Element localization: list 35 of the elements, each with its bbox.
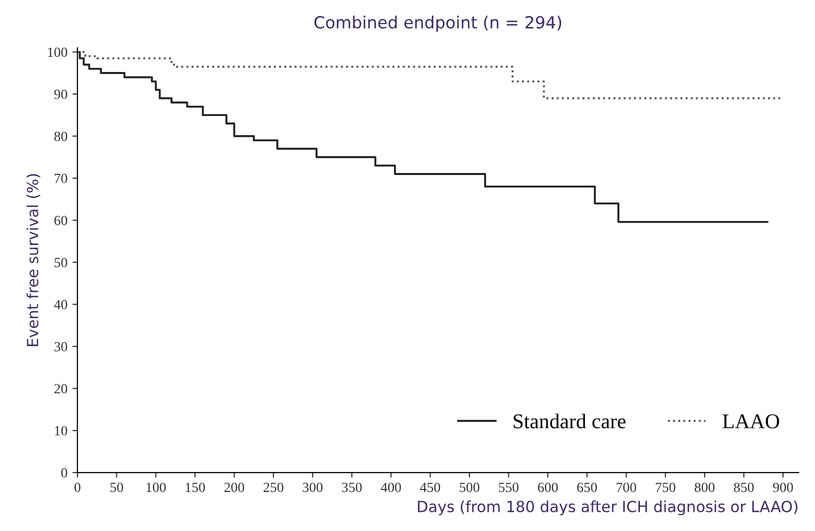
y-tick-label: 40 bbox=[54, 300, 68, 310]
x-axis-title: Days (from 180 days after ICH diagnosis or LAAO) bbox=[418, 500, 798, 516]
legend-label: LAAO bbox=[722, 414, 780, 428]
y-tick-label: 50 bbox=[54, 258, 68, 268]
legend-label: Standard care bbox=[514, 414, 626, 428]
x-tick-label: 550 bbox=[499, 482, 519, 492]
y-tick-label: 20 bbox=[54, 384, 68, 394]
x-tick-label: 350 bbox=[342, 482, 362, 492]
y-tick-label: 0 bbox=[61, 468, 68, 478]
y-tick-label: 70 bbox=[54, 174, 68, 184]
x-tick-label: 150 bbox=[186, 482, 205, 492]
y-tick-label: 90 bbox=[54, 90, 68, 100]
x-tick-label: 300 bbox=[302, 482, 323, 492]
x-tick-label: 450 bbox=[420, 482, 440, 492]
x-tick-label: 750 bbox=[656, 482, 676, 492]
y-tick-label: 100 bbox=[48, 48, 68, 57]
x-tick-label: 400 bbox=[380, 482, 401, 492]
x-tick-label: 250 bbox=[264, 482, 284, 492]
x-tick-label: 700 bbox=[616, 482, 636, 492]
x-tick-label: 200 bbox=[224, 482, 244, 492]
y-tick-label: 30 bbox=[54, 342, 68, 352]
chart-title: Combined endpoint (n = 294) bbox=[314, 16, 562, 32]
x-tick-label: 500 bbox=[460, 482, 480, 492]
x-tick-label: 650 bbox=[577, 482, 597, 492]
y-tick-label: 80 bbox=[54, 132, 68, 142]
x-tick-label: 900 bbox=[773, 482, 793, 492]
x-tick-label: 100 bbox=[146, 482, 166, 492]
x-tick-label: 850 bbox=[734, 482, 754, 492]
y-axis-title: Event free survival (%) bbox=[26, 174, 40, 346]
x-tick-label: 800 bbox=[694, 482, 715, 492]
y-tick-label: 10 bbox=[55, 426, 68, 436]
y-tick-label: 60 bbox=[54, 216, 68, 226]
x-tick-label: 0 bbox=[74, 482, 80, 492]
x-tick-label: 600 bbox=[538, 482, 558, 492]
x-tick-label: 50 bbox=[110, 482, 124, 492]
